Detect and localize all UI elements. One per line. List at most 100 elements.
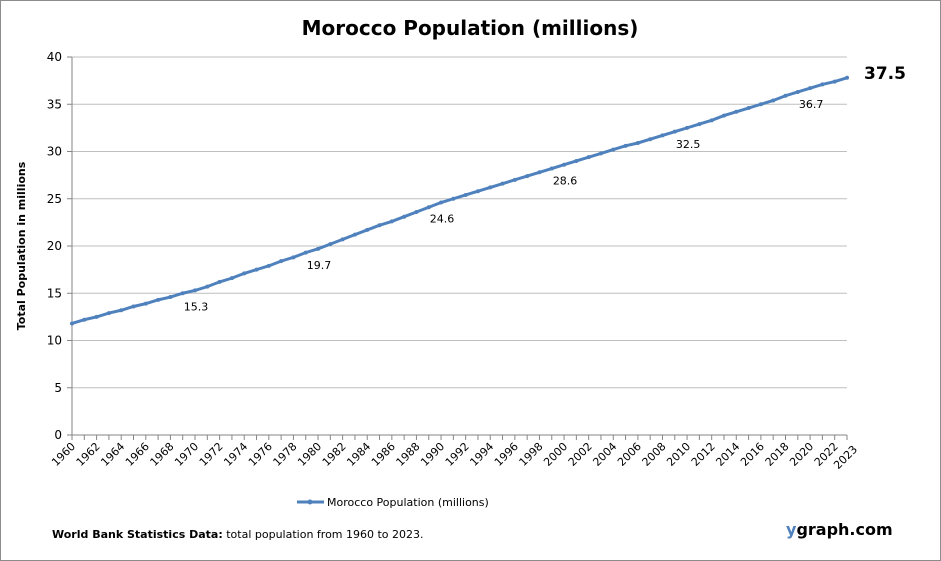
x-tick-label: 1974 bbox=[221, 440, 250, 469]
y-tick-label: 30 bbox=[47, 145, 62, 159]
x-tick-label: 2012 bbox=[689, 440, 718, 469]
x-tick-label: 2002 bbox=[566, 440, 595, 469]
data-point bbox=[156, 297, 161, 302]
data-point bbox=[525, 174, 530, 179]
data-label: 24.6 bbox=[430, 213, 455, 226]
data-point bbox=[426, 205, 431, 210]
data-label: 32.5 bbox=[676, 138, 701, 151]
data-point bbox=[451, 196, 456, 201]
data-point bbox=[500, 181, 505, 186]
data-label: 28.6 bbox=[553, 175, 578, 188]
data-point bbox=[758, 102, 763, 107]
x-tick-label: 1964 bbox=[98, 440, 127, 469]
source-text: total population from 1960 to 2023. bbox=[223, 528, 424, 541]
brand-y: y bbox=[786, 520, 797, 539]
x-tick-label: 2010 bbox=[664, 440, 693, 469]
data-point bbox=[316, 246, 321, 251]
data-point bbox=[328, 242, 333, 247]
data-point bbox=[697, 122, 702, 127]
x-tick-label: 1990 bbox=[418, 440, 447, 469]
data-point bbox=[119, 308, 124, 313]
data-point bbox=[402, 214, 407, 219]
data-point bbox=[771, 98, 776, 103]
chart-title: Morocco Population (millions) bbox=[302, 16, 639, 40]
data-point bbox=[820, 82, 825, 87]
data-point bbox=[217, 279, 222, 284]
data-point bbox=[795, 89, 800, 94]
x-tick-label: 1982 bbox=[320, 440, 349, 469]
data-point bbox=[94, 314, 99, 319]
data-point bbox=[70, 321, 74, 326]
data-point bbox=[205, 284, 210, 289]
source-bold: World Bank Statistics Data: bbox=[52, 528, 223, 541]
x-tick-label: 1970 bbox=[172, 440, 201, 469]
data-point bbox=[549, 166, 554, 171]
data-point bbox=[586, 155, 591, 160]
x-tick-label: 1998 bbox=[517, 440, 546, 469]
data-point bbox=[389, 219, 394, 224]
y-tick-label: 20 bbox=[47, 239, 62, 253]
data-point bbox=[832, 79, 837, 84]
x-tick-label: 1978 bbox=[271, 440, 300, 469]
data-point bbox=[242, 271, 247, 276]
x-tick-label: 2016 bbox=[738, 440, 767, 469]
brand-rest: graph.com bbox=[796, 520, 892, 539]
x-tick-label: 1962 bbox=[74, 440, 103, 469]
data-label: 15.3 bbox=[184, 300, 209, 313]
y-axis-label: Total Population in millions bbox=[15, 161, 28, 330]
data-point bbox=[193, 288, 198, 293]
data-point bbox=[845, 75, 849, 80]
data-point bbox=[291, 255, 296, 260]
y-tick-label: 0 bbox=[54, 428, 62, 442]
data-point bbox=[266, 263, 271, 268]
end-value-label: 37.5 bbox=[864, 64, 906, 84]
data-point bbox=[512, 177, 517, 182]
x-tick-label: 1994 bbox=[467, 440, 496, 469]
data-point bbox=[279, 259, 284, 264]
legend-marker-icon bbox=[307, 499, 313, 505]
x-tick-label: 2006 bbox=[615, 440, 644, 469]
data-point bbox=[180, 291, 185, 296]
data-point bbox=[537, 170, 542, 175]
y-tick-label: 40 bbox=[47, 50, 62, 64]
data-point bbox=[685, 125, 690, 130]
data-point bbox=[303, 250, 308, 255]
x-tick-label: 2008 bbox=[640, 440, 669, 469]
x-tick-label: 1988 bbox=[394, 440, 423, 469]
data-point bbox=[229, 276, 234, 281]
data-point bbox=[475, 189, 480, 194]
x-tick-label: 1972 bbox=[197, 440, 226, 469]
data-point bbox=[168, 295, 173, 300]
data-label: 19.7 bbox=[307, 259, 332, 272]
source-note: World Bank Statistics Data: total popula… bbox=[52, 528, 424, 541]
x-tick-label: 2000 bbox=[541, 440, 570, 469]
x-tick-label: 1966 bbox=[123, 440, 152, 469]
data-label: 36.7 bbox=[799, 98, 824, 111]
x-tick-label: 2014 bbox=[713, 440, 742, 469]
y-tick-label: 10 bbox=[47, 334, 62, 348]
x-tick-label: 1992 bbox=[443, 440, 472, 469]
data-point bbox=[611, 147, 616, 152]
data-point bbox=[574, 158, 579, 163]
data-point bbox=[143, 301, 148, 306]
data-point bbox=[709, 118, 714, 123]
data-point bbox=[734, 109, 739, 114]
data-point bbox=[131, 304, 136, 309]
data-point bbox=[340, 237, 345, 242]
data-point bbox=[783, 93, 788, 98]
data-point bbox=[746, 106, 751, 111]
x-tick-label: 1960 bbox=[49, 440, 78, 469]
brand-logo[interactable]: ygraph.com bbox=[786, 520, 893, 539]
legend: Morocco Population (millions) bbox=[297, 496, 489, 509]
x-tick-label: 1968 bbox=[148, 440, 177, 469]
x-tick-label: 2004 bbox=[590, 440, 619, 469]
x-tick-label: 1980 bbox=[295, 440, 324, 469]
data-point bbox=[808, 86, 813, 91]
data-point bbox=[414, 209, 419, 214]
data-point bbox=[660, 133, 665, 138]
data-point bbox=[377, 223, 382, 228]
data-point bbox=[439, 200, 444, 205]
x-tick-label: 2020 bbox=[787, 440, 816, 469]
x-tick-label: 1976 bbox=[246, 440, 275, 469]
